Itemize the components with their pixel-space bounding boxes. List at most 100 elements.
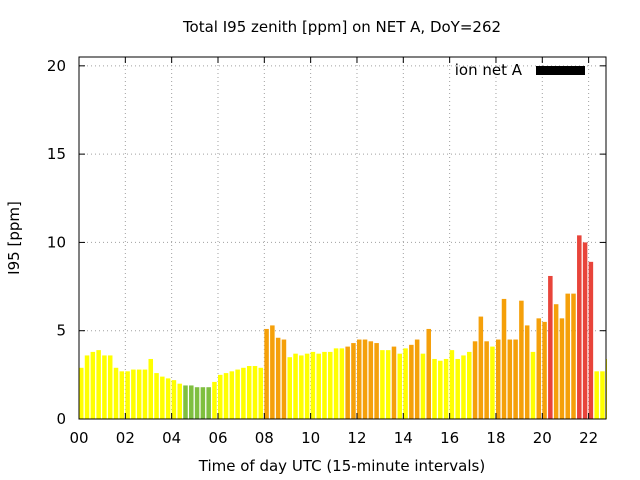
bar	[96, 350, 101, 419]
bar	[507, 339, 513, 419]
bar	[339, 348, 345, 419]
bar	[322, 351, 327, 419]
bar	[131, 369, 136, 419]
bar	[125, 371, 130, 419]
ticks: 00 02 04 06 08 10 12 14 16 18 20 22 0 5 10 15 20	[47, 57, 606, 447]
bar	[548, 275, 553, 419]
bar	[287, 357, 293, 419]
bar	[524, 325, 530, 419]
x-tick-label: 20	[533, 429, 552, 447]
y-tick-label: 15	[47, 145, 66, 163]
bar	[246, 366, 252, 419]
bar	[189, 385, 194, 419]
y-tick-label: 5	[56, 322, 66, 340]
bar	[403, 348, 408, 419]
bar	[345, 346, 350, 419]
chart-title: Total I95 zenith [ppm] on NET A, DoY=262	[182, 18, 501, 36]
bar	[577, 235, 582, 419]
bar	[409, 344, 414, 419]
bar	[351, 343, 356, 419]
x-tick-label: 10	[301, 429, 320, 447]
y-tick-label: 20	[47, 57, 66, 75]
bar	[495, 339, 501, 419]
bar	[177, 383, 182, 419]
bar	[559, 318, 565, 419]
bar	[165, 378, 171, 419]
bar	[467, 351, 472, 419]
bar	[316, 353, 321, 419]
bar	[519, 300, 524, 419]
bar	[391, 346, 397, 419]
bar	[438, 360, 443, 419]
bar	[142, 369, 148, 419]
bar	[600, 371, 605, 419]
y-tick-label: 10	[47, 233, 66, 251]
bar	[148, 358, 154, 419]
bar	[420, 353, 426, 419]
bar	[119, 371, 125, 419]
x-tick-label: 16	[440, 429, 459, 447]
x-tick-label: 22	[579, 429, 598, 447]
x-tick-label: 00	[69, 429, 88, 447]
x-tick-label: 02	[116, 429, 135, 447]
bar	[426, 328, 431, 419]
x-tick-label: 18	[486, 429, 505, 447]
bar	[299, 355, 304, 419]
bar	[362, 339, 368, 419]
bar	[241, 367, 246, 419]
grid	[79, 57, 606, 419]
bar	[461, 355, 466, 419]
bar	[235, 369, 240, 419]
bar	[252, 366, 258, 419]
bar	[594, 371, 599, 419]
x-tick-label: 06	[208, 429, 227, 447]
bar	[530, 351, 536, 419]
legend: ion net A	[455, 61, 585, 79]
bar	[304, 353, 310, 419]
bar	[107, 355, 113, 419]
bar	[542, 321, 547, 419]
bar	[194, 387, 200, 419]
bar	[588, 261, 594, 419]
bar	[113, 367, 119, 419]
x-tick-label: 14	[394, 429, 413, 447]
x-tick-label: 12	[347, 429, 366, 447]
bar	[478, 316, 484, 419]
bar	[328, 351, 333, 419]
bar	[229, 371, 235, 419]
legend-label: ion net A	[455, 61, 523, 79]
bar	[536, 318, 542, 419]
bar	[455, 358, 460, 419]
bar	[414, 339, 420, 419]
bar	[264, 328, 269, 419]
bar	[212, 381, 217, 419]
x-tick-label: 04	[162, 429, 181, 447]
bar	[397, 353, 403, 419]
bar	[484, 341, 489, 419]
bar	[385, 350, 391, 419]
bar	[79, 367, 84, 419]
bar	[293, 353, 298, 419]
legend-swatch	[536, 66, 585, 75]
bar	[258, 367, 264, 419]
bar	[501, 298, 507, 419]
bar	[571, 293, 576, 419]
bar	[217, 374, 223, 419]
bar	[183, 385, 188, 419]
bar	[472, 341, 478, 419]
bar	[275, 337, 281, 419]
bar	[553, 304, 559, 419]
bar	[368, 341, 374, 419]
bar	[513, 339, 518, 419]
bar	[206, 387, 211, 419]
bar	[490, 346, 495, 419]
bar	[136, 369, 142, 419]
bar	[160, 376, 165, 419]
bar	[90, 351, 96, 419]
bar	[84, 355, 90, 419]
bar	[270, 325, 275, 419]
plot-frame	[78, 56, 607, 420]
bar	[281, 339, 287, 419]
y-axis-label: I95 [ppm]	[5, 201, 23, 275]
bars	[79, 235, 607, 419]
